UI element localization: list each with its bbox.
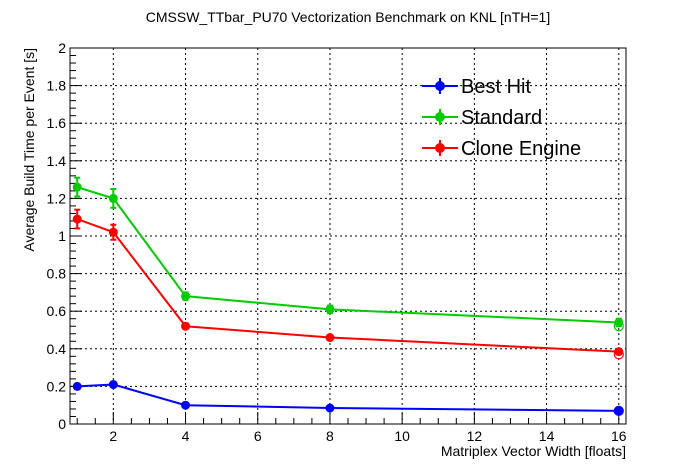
data-point [181, 321, 191, 331]
legend-label: Clone Engine [461, 138, 581, 160]
data-point [72, 214, 82, 224]
y-tick-label: 2 [58, 40, 66, 56]
data-point [614, 406, 624, 416]
x-tick-label: 6 [254, 428, 262, 444]
legend-label: Best Hit [461, 76, 531, 98]
x-axis-title: Matriplex Vector Width [floats] [441, 443, 626, 459]
x-tick-label: 16 [611, 428, 627, 444]
open-data-point [613, 321, 624, 332]
data-point [108, 227, 118, 237]
legend-marker [435, 112, 445, 122]
data-point [325, 304, 335, 314]
legend-item: Best Hit [422, 76, 531, 98]
series-0 [72, 380, 624, 416]
legend: Best Hit Standard Clone Engine [422, 76, 581, 160]
data-point [72, 182, 82, 192]
chart-title: CMSSW_TTbar_PU70 Vectorization Benchmark… [146, 9, 550, 25]
x-tick-label: 2 [109, 428, 117, 444]
y-tick-label: 0.2 [47, 378, 67, 394]
open-data-point [613, 349, 624, 360]
data-point [108, 380, 118, 390]
y-tick-label: 1.8 [47, 78, 67, 94]
legend-item: Clone Engine [422, 138, 581, 160]
tick-labels: 0 0.2 0.4 0.6 0.8 1 1.2 1.4 1.6 1.8 2 2 4 6 8 10 12 14 16 [47, 40, 627, 444]
axis-ticks [70, 47, 620, 425]
y-tick-label: 1.4 [47, 153, 67, 169]
y-tick-label: 0.6 [47, 303, 67, 319]
legend-label: Standard [461, 107, 542, 129]
data-point [108, 193, 118, 203]
data-point [325, 403, 335, 413]
series [72, 176, 624, 416]
y-axis-title: Average Build Time per Event [s] [21, 48, 37, 252]
legend-item: Standard [422, 107, 542, 129]
x-tick-label: 4 [182, 428, 190, 444]
y-tick-label: 1 [58, 228, 66, 244]
data-point [181, 291, 191, 301]
legend-marker [435, 143, 445, 153]
y-tick-label: 1.6 [47, 115, 67, 131]
x-tick-label: 10 [394, 428, 410, 444]
y-tick-label: 0.8 [47, 266, 67, 282]
data-point [72, 381, 82, 391]
y-tick-label: 0 [58, 416, 66, 432]
series-2 [72, 208, 624, 360]
data-point [181, 400, 191, 410]
data-point [614, 317, 624, 327]
y-tick-label: 1.2 [47, 190, 67, 206]
series-1 [72, 176, 624, 332]
legend-marker [435, 81, 445, 91]
x-tick-label: 14 [539, 428, 555, 444]
x-tick-label: 8 [326, 428, 334, 444]
data-point [325, 333, 335, 343]
y-tick-label: 0.4 [47, 341, 67, 357]
x-tick-label: 12 [467, 428, 483, 444]
open-data-point [613, 405, 624, 416]
data-point [614, 347, 624, 357]
